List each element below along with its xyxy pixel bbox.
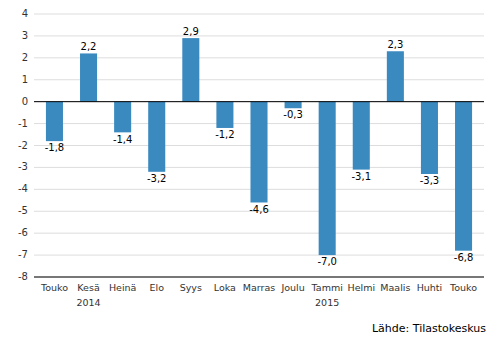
x-tick-label: Marras (243, 282, 275, 293)
bar (46, 102, 63, 141)
x-tick-label: Huhti (417, 282, 443, 293)
bars (46, 38, 472, 255)
data-label: 2,2 (81, 41, 97, 52)
grid (34, 14, 484, 277)
y-tick-label: -8 (18, 271, 28, 282)
grid-line (34, 35, 484, 36)
grid-line (34, 277, 484, 278)
grid-line (34, 233, 484, 234)
zero-line (34, 101, 484, 102)
bar (80, 53, 97, 101)
data-label: -3,2 (147, 173, 167, 184)
y-tick-label: -6 (18, 227, 28, 238)
chart-svg: -8 -7 -6 -5 -4 -3 -2 -1 0 1 2 3 4 -1,8 2,2 -1,4 -3,2 2,9 -… (0, 0, 494, 339)
data-label: -0,3 (283, 109, 303, 120)
grid-line (34, 255, 484, 256)
x-tick-label: Syys (180, 282, 202, 293)
annotation: 2015 (315, 297, 339, 308)
bar (250, 102, 267, 203)
x-tick-label: Touko (449, 282, 477, 293)
bar (285, 102, 302, 109)
y-tick-label: 2 (22, 52, 28, 63)
grid-line (34, 14, 484, 15)
data-label: -3,1 (352, 171, 372, 182)
data-label: -4,6 (249, 204, 269, 215)
x-tick-label: Joulu (280, 282, 304, 293)
data-label: -6,8 (454, 252, 474, 263)
bar (216, 102, 233, 128)
y-tick-label: 4 (22, 8, 28, 19)
bar (182, 38, 199, 102)
grid-line (34, 57, 484, 58)
data-label: -3,3 (420, 175, 440, 186)
y-tick-label: -7 (18, 249, 28, 260)
data-label: -7,0 (317, 256, 337, 267)
y-tick-label: -5 (18, 205, 28, 216)
source-text: Lähde: Tilastokeskus (372, 322, 486, 335)
x-tick-label: Kesä (77, 282, 99, 293)
x-tick-label: Helmi (348, 282, 376, 293)
y-tick-label: -3 (18, 161, 28, 172)
data-label: 2,3 (387, 39, 403, 50)
x-tick-label: Touko (40, 282, 68, 293)
bar (455, 102, 472, 251)
bar (114, 102, 131, 133)
chart-container: -8 -7 -6 -5 -4 -3 -2 -1 0 1 2 3 4 -1,8 2,2 -1,4 -3,2 2,9 -… (0, 0, 494, 339)
bar (421, 102, 438, 174)
data-label: 2,9 (183, 26, 199, 37)
x-tick-label: Loka (214, 282, 236, 293)
y-tick-label: 3 (22, 30, 28, 41)
bar (353, 102, 370, 170)
bar (148, 102, 165, 172)
grid-line (34, 101, 484, 102)
bar (319, 102, 336, 255)
x-tick-label: Heinä (109, 282, 136, 293)
x-tick-label: Elo (149, 282, 164, 293)
data-label: -1,2 (215, 129, 235, 140)
data-label: -1,4 (113, 134, 133, 145)
x-tick-label: Maalis (380, 282, 410, 293)
data-label: -1,8 (45, 142, 65, 153)
y-tick-label: 0 (22, 96, 28, 107)
y-tick-label: -1 (18, 118, 28, 129)
bar (387, 51, 404, 101)
x-axis-line (34, 277, 484, 278)
y-tick-label: -4 (18, 183, 28, 194)
y-tick-label: -2 (18, 140, 28, 151)
x-tick-label: Tammi (311, 282, 343, 293)
y-tick-label: 1 (22, 74, 28, 85)
grid-line (34, 79, 484, 80)
annotation: 2014 (76, 297, 100, 308)
